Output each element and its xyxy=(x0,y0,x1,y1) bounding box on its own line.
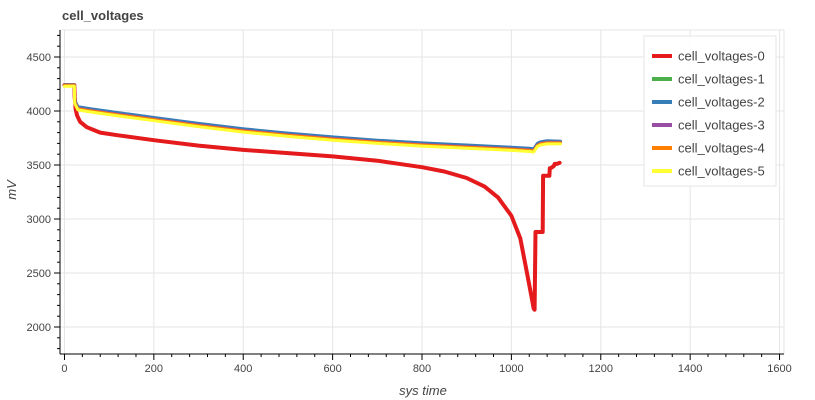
x-tick-label: 200 xyxy=(145,363,163,375)
x-tick-label: 1400 xyxy=(678,363,702,375)
y-tick-label: 2500 xyxy=(27,268,51,280)
series-line-0 xyxy=(62,83,562,312)
x-tick-label: 600 xyxy=(323,363,341,375)
x-tick-label: 1000 xyxy=(499,363,523,375)
y-tick-label: 4500 xyxy=(27,52,51,64)
legend-item-label-1: cell_voltages-1 xyxy=(678,72,765,87)
y-tick-label: 2000 xyxy=(27,322,51,334)
x-tick-label: 0 xyxy=(61,363,67,375)
x-axis-label: sys time xyxy=(399,383,447,398)
legend-item-label-2: cell_voltages-2 xyxy=(678,95,765,110)
y-tick-label: 3500 xyxy=(27,160,51,172)
legend: cell_voltages-0 cell_voltages-1 cell_volta… xyxy=(643,35,777,187)
series-line-5 xyxy=(63,84,562,154)
y-axis: 2000 2500 3000 3500 4000 4500 xyxy=(27,30,61,354)
x-tick-label: 400 xyxy=(234,363,252,375)
y-tick-label: 4000 xyxy=(27,106,51,118)
x-tick-label: 1600 xyxy=(767,363,791,375)
legend-item-label-0: cell_voltages-0 xyxy=(678,49,765,64)
legend-item-label-4: cell_voltages-4 xyxy=(678,141,765,156)
legend-item-label-5: cell_voltages-5 xyxy=(678,164,765,179)
x-tick-label: 1200 xyxy=(589,363,613,375)
series-layer xyxy=(62,83,562,312)
chart-title: cell_voltages xyxy=(62,8,144,23)
legend-box xyxy=(643,35,777,187)
y-tick-label: 3000 xyxy=(27,214,51,226)
x-tick-label: 800 xyxy=(413,363,431,375)
legend-item-label-3: cell_voltages-3 xyxy=(678,118,765,133)
y-axis-label: mV xyxy=(4,179,19,200)
x-axis: 0 200 400 600 800 1000 1200 1400 1600 xyxy=(60,353,792,375)
